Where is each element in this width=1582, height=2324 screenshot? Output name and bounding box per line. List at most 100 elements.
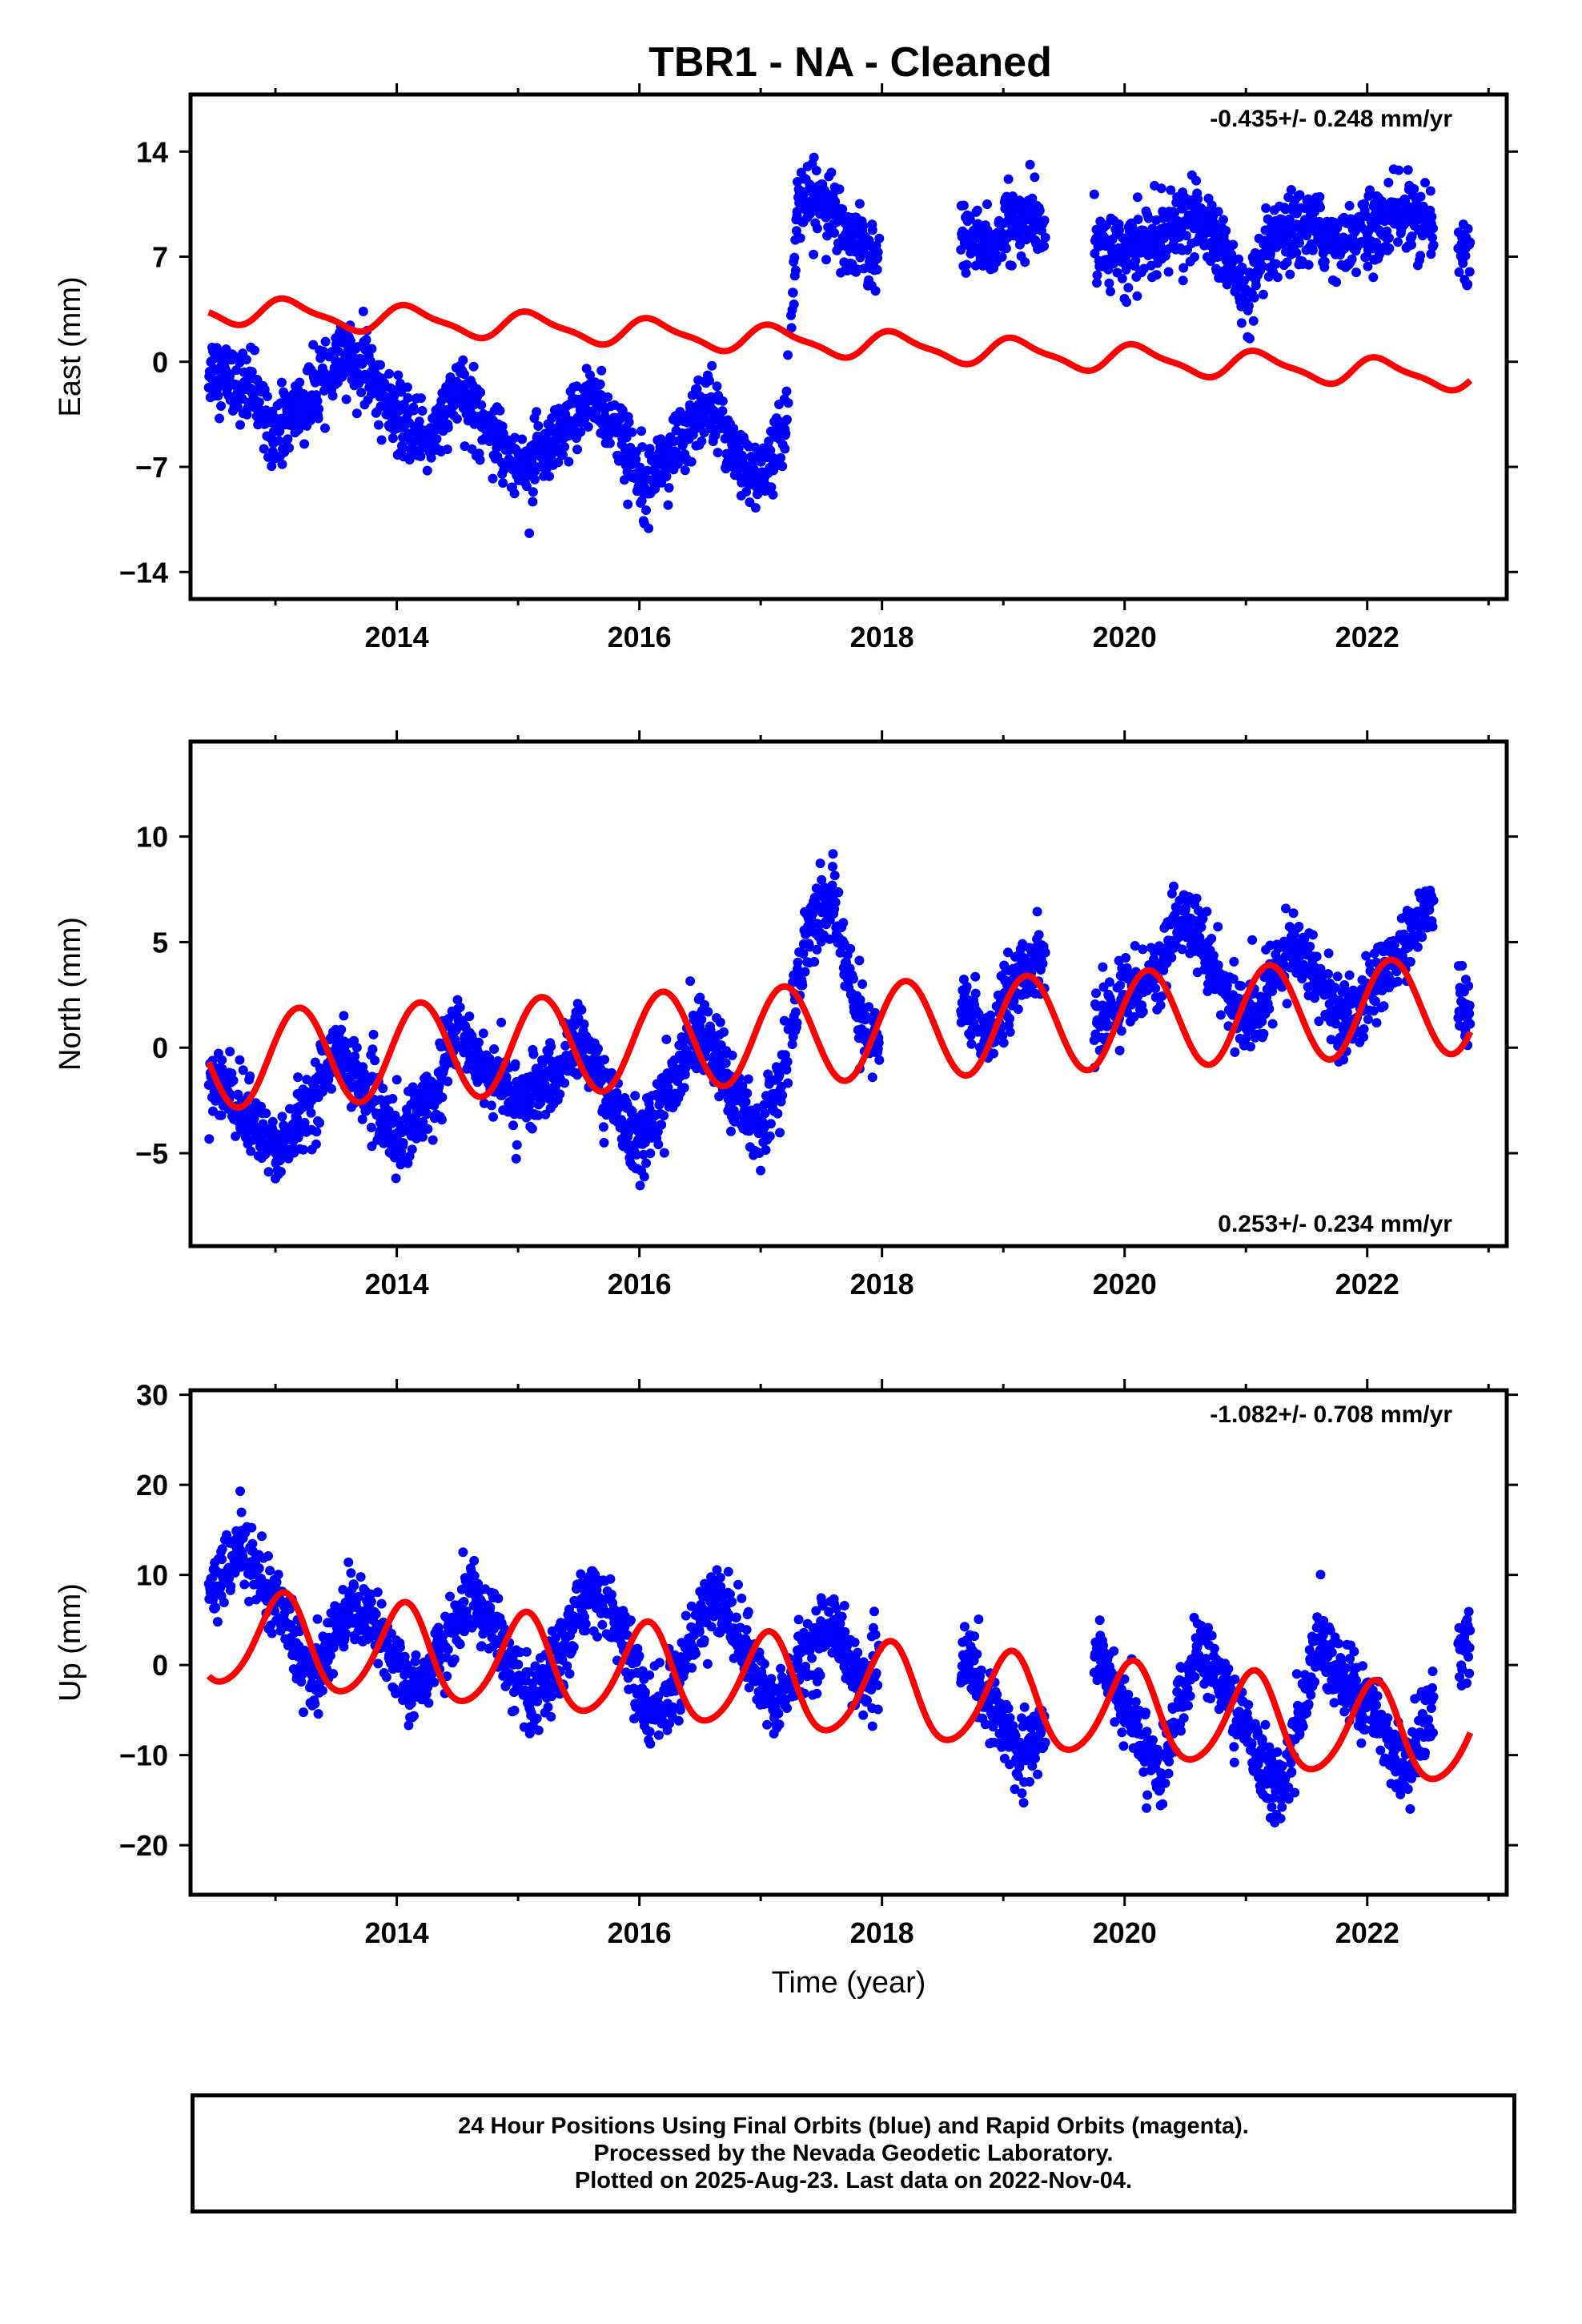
data-point <box>277 459 287 469</box>
data-point <box>1407 239 1416 250</box>
data-point <box>1230 1047 1240 1057</box>
data-point <box>1001 243 1011 254</box>
data-point <box>776 452 786 463</box>
data-point <box>1025 159 1035 170</box>
data-point <box>1427 211 1437 222</box>
data-point <box>1384 243 1395 254</box>
data-point <box>1351 267 1361 278</box>
data-point <box>1091 988 1101 999</box>
data-point <box>225 370 235 380</box>
data-point <box>593 1043 603 1054</box>
data-point <box>783 398 793 408</box>
data-point <box>572 444 582 455</box>
data-point <box>1393 237 1403 247</box>
data-point <box>961 267 971 278</box>
data-point <box>1138 944 1148 955</box>
data-point <box>259 444 269 454</box>
data-point <box>1129 1011 1139 1022</box>
model-line-east <box>207 295 1473 394</box>
data-point <box>455 1002 465 1012</box>
data-point <box>1393 976 1403 987</box>
data-point <box>595 379 605 389</box>
data-point <box>475 455 485 465</box>
x-tick-label: 2018 <box>850 1268 914 1301</box>
x-tick-label: 2022 <box>1335 1268 1399 1301</box>
data-point <box>1363 1014 1373 1024</box>
data-point <box>1294 922 1304 931</box>
data-point <box>311 1127 322 1137</box>
data-point <box>320 336 331 347</box>
data-point <box>1460 251 1469 262</box>
data-points-east <box>203 152 1476 538</box>
data-point <box>849 974 858 984</box>
data-point <box>222 1530 231 1540</box>
data-point <box>250 345 259 356</box>
data-point <box>517 434 528 444</box>
data-point <box>627 1106 637 1116</box>
data-point <box>443 422 453 432</box>
data-point <box>774 1070 785 1080</box>
data-point <box>1156 229 1166 239</box>
data-point <box>244 1596 255 1606</box>
data-point <box>238 1065 248 1076</box>
data-point <box>210 364 220 375</box>
data-point <box>962 982 972 991</box>
data-point <box>972 205 982 215</box>
data-point <box>1457 960 1468 971</box>
data-point <box>653 1140 664 1150</box>
y-tick-label: −7 <box>135 451 168 484</box>
data-point <box>1034 930 1044 940</box>
data-point <box>217 1554 227 1565</box>
data-point <box>1371 1018 1382 1028</box>
data-point <box>366 1122 376 1132</box>
data-point <box>997 251 1007 262</box>
data-point <box>333 346 343 356</box>
data-point <box>265 1566 275 1576</box>
data-point <box>1405 957 1415 967</box>
panel-frame <box>188 92 1509 601</box>
data-point <box>1157 991 1167 1001</box>
data-point <box>775 1128 785 1138</box>
data-point <box>1009 996 1019 1006</box>
data-point <box>509 489 520 499</box>
data-point <box>1428 895 1439 906</box>
data-point <box>809 249 819 259</box>
data-point <box>1106 287 1115 296</box>
data-point <box>805 942 815 952</box>
data-point <box>812 944 822 955</box>
data-point <box>789 252 800 263</box>
data-point <box>1121 953 1131 963</box>
data-point <box>1362 229 1372 239</box>
data-point <box>513 462 524 472</box>
data-point <box>790 265 801 275</box>
data-point <box>512 1140 522 1150</box>
data-point <box>1138 1007 1148 1017</box>
data-point <box>345 336 355 346</box>
data-point <box>497 421 508 432</box>
data-point <box>276 377 287 388</box>
data-point <box>1423 905 1433 915</box>
data-point <box>635 1180 645 1191</box>
data-point <box>239 1579 250 1590</box>
data-point <box>874 233 885 243</box>
data-point <box>789 300 799 309</box>
data-point <box>1115 980 1126 991</box>
data-point <box>1013 1004 1023 1015</box>
data-point <box>773 1108 783 1119</box>
data-point <box>780 424 790 435</box>
data-point <box>768 452 777 463</box>
data-point <box>211 1602 221 1613</box>
data-point <box>1181 231 1191 241</box>
data-point <box>1389 939 1399 950</box>
data-point <box>1267 1019 1278 1029</box>
data-point <box>970 971 981 982</box>
data-point <box>1166 888 1177 899</box>
data-point <box>1285 269 1295 279</box>
data-point <box>314 404 324 414</box>
data-point <box>391 1137 402 1148</box>
data-point <box>524 528 535 538</box>
data-point <box>1191 893 1202 903</box>
chart-title: TBR1 - NA - Cleaned <box>648 39 1052 86</box>
data-point <box>393 370 404 380</box>
data-point <box>1241 296 1251 307</box>
